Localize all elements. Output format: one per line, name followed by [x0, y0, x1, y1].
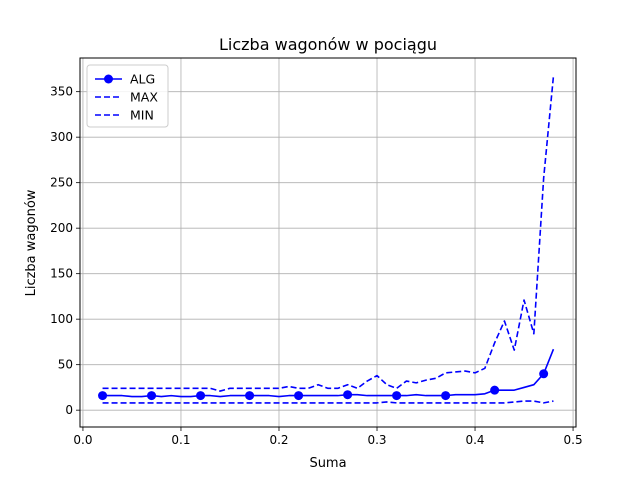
x-tick-label: 0.4: [465, 433, 484, 447]
grid: [80, 58, 576, 427]
series-marker-alg: [539, 369, 549, 379]
series-marker-alg: [343, 390, 353, 400]
legend-label-alg: ALG: [130, 72, 155, 87]
legend-label-max: MAX: [130, 90, 158, 105]
series-line-alg: [102, 348, 555, 398]
x-tick-label: 0.5: [564, 433, 583, 447]
series-marker-alg: [490, 385, 500, 395]
legend: ALG MAX MIN: [86, 64, 169, 128]
y-tick-label: 150: [50, 267, 73, 281]
series-marker-alg: [245, 391, 255, 401]
series-marker-alg: [294, 391, 304, 401]
plot-series: [98, 76, 555, 404]
y-tick-label: 250: [50, 176, 73, 190]
series-marker-alg: [147, 391, 157, 401]
series-marker-alg: [392, 391, 402, 401]
series-line-min: [102, 400, 554, 404]
legend-marker-alg: [104, 74, 113, 84]
series-marker-alg: [441, 391, 451, 401]
y-tick-label: 300: [50, 130, 73, 144]
y-tick-label: 350: [50, 85, 73, 99]
axes-frame: [79, 57, 577, 428]
series-line-max: [102, 76, 555, 392]
y-tick-label: 200: [50, 221, 73, 235]
x-tick-label: 0.2: [269, 433, 288, 447]
y-axis-label: Liczba wagonów: [24, 189, 39, 296]
y-tick-label: 100: [50, 312, 73, 326]
legend-label-min: MIN: [130, 108, 154, 123]
x-axis-label: Suma: [309, 456, 346, 471]
y-tick-label: 0: [65, 403, 73, 417]
series-marker-alg: [196, 391, 206, 401]
x-tick-label: 0.1: [171, 433, 190, 447]
x-tick-label: 0.3: [367, 433, 386, 447]
axis-ticks: 0.0 0.1 0.2 0.3 0.4 0.5 0 50 100 150 200 250 300 350: [50, 85, 583, 447]
series-marker-alg: [98, 391, 108, 401]
x-tick-label: 0.0: [73, 433, 92, 447]
chart-title: Liczba wagonów w pociągu: [219, 35, 437, 54]
y-tick-label: 50: [58, 358, 73, 372]
